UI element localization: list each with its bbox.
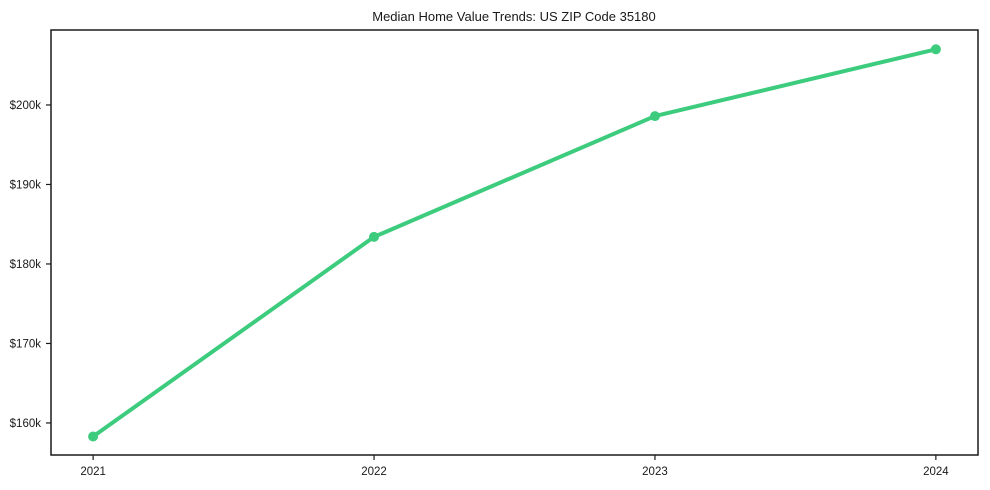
y-tick-label: $160k [10,418,42,430]
x-tick-label: 2024 [923,466,949,478]
data-point-marker [650,111,660,122]
x-tick-label: 2023 [642,466,668,478]
data-point-marker [369,231,379,242]
y-tick-label: $170k [10,338,42,350]
plot-border [50,29,979,456]
data-point-marker [930,44,941,55]
y-tick-label: $190k [10,179,42,191]
plot-area: $160k $170k $180k $190k $200k 2021 2022 2023 202… [10,29,979,478]
chart-title: Median Home Value Trends: US ZIP Code 35… [372,9,656,24]
y-tick-label: $200k [10,100,42,112]
x-tick-label: 2022 [361,466,387,478]
x-tick-label: 2021 [80,466,106,478]
line-series [91,47,938,439]
y-tick-label: $180k [10,259,42,271]
data-point-marker [88,431,99,442]
